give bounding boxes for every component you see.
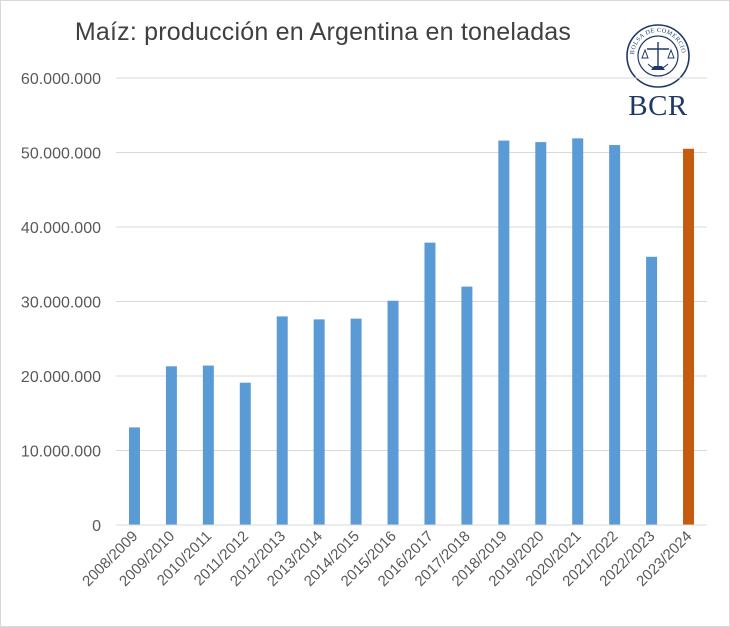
y-tick-labels: 0 10.000.000 20.000.000 30.000.000 40.000.00… <box>21 71 101 535</box>
bars <box>128 138 695 526</box>
y-tick-label: 20.000.000 <box>21 369 101 386</box>
bar-2018-2019 <box>498 140 510 525</box>
bar-2015-2016 <box>387 300 399 525</box>
x-tick-labels: 2008/20092009/20102010/20112011/20122012… <box>79 528 695 590</box>
bar-2011-2012 <box>239 382 251 525</box>
y-tick-label: 0 <box>92 518 101 535</box>
gridlines <box>116 77 707 451</box>
bar-2013-2014 <box>313 319 325 525</box>
bcr-logo-text: BCR <box>628 90 688 122</box>
bar-2023-2024 <box>683 148 695 525</box>
bar-2008-2009 <box>128 427 140 525</box>
y-tick-label: 50.000.000 <box>21 146 101 163</box>
y-tick-label: 40.000.000 <box>21 220 101 237</box>
bar-2016-2017 <box>424 242 436 525</box>
y-tick-label: 10.000.000 <box>21 444 101 461</box>
bar-2012-2013 <box>276 316 288 525</box>
bar-2009-2010 <box>165 366 177 525</box>
y-tick-label: 30.000.000 <box>21 295 101 312</box>
chart-title: Maíz: producción en Argentina en tonelad… <box>74 18 572 46</box>
bar-2017-2018 <box>461 286 473 525</box>
bcr-logo: BOLSA DE COMERCIO DE ROSARIO BCR <box>616 17 698 122</box>
bar-2014-2015 <box>350 318 362 525</box>
bar-2021-2022 <box>609 145 621 526</box>
bar-2022-2023 <box>646 256 658 525</box>
bcr-seal-icon: BOLSA DE COMERCIO DE ROSARIO <box>616 17 690 88</box>
bar-2010-2011 <box>202 365 214 525</box>
bar-2019-2020 <box>535 142 547 525</box>
bar-2020-2021 <box>572 138 584 525</box>
y-tick-label: 60.000.000 <box>21 71 101 88</box>
